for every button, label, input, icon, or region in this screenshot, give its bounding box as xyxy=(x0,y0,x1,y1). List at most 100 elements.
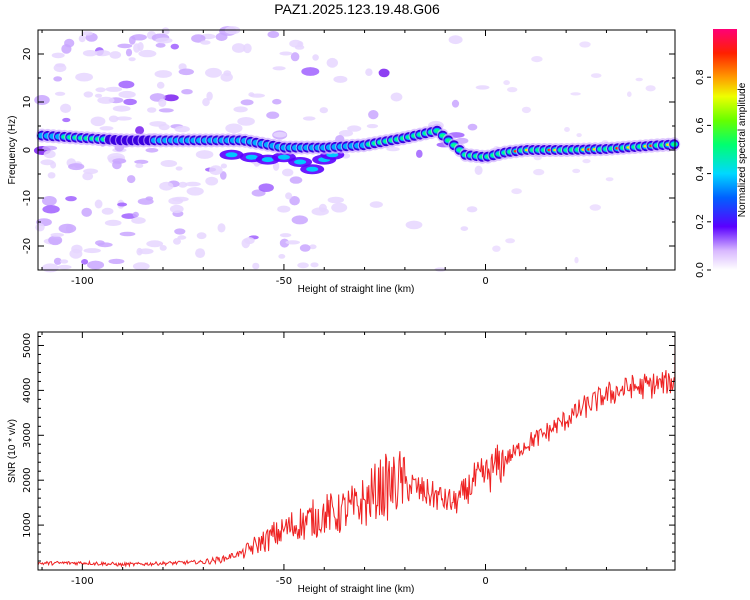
spectrogram-noise-blob xyxy=(301,67,320,76)
spectrogram-noise-blob xyxy=(131,217,146,224)
spectrogram-noise-blob xyxy=(163,94,179,102)
spectrogram-noise-blob xyxy=(574,256,579,264)
spectrogram-noise-blob xyxy=(249,93,265,98)
spectrogram-noise-blob xyxy=(475,85,490,90)
spectrogram-noise-blob xyxy=(83,248,101,254)
spectrogram-noise-blob xyxy=(333,75,348,83)
colorbar-tick-label: 0.6 xyxy=(695,117,706,133)
spectrogram-noise-blob xyxy=(240,99,254,106)
spectrogram-x-label: Height of straight line (km) xyxy=(298,284,415,295)
spectrogram-noise-blob xyxy=(42,196,57,206)
spectrogram-noise-blob xyxy=(627,91,632,97)
spectrogram-noise-blob xyxy=(378,68,390,78)
spectrogram-noise-blob xyxy=(115,116,132,121)
colorbar: 0.0 0.2 0.4 0.6 0.8 Normalized spectral ampl… xyxy=(695,29,748,278)
spectrogram-noise-blob xyxy=(309,244,317,250)
spectrogram-noise-blob xyxy=(202,98,210,107)
spectrogram-noise-blob xyxy=(278,254,286,259)
spectrogram-noise-blob xyxy=(196,232,207,240)
spectrogram-noise-blob xyxy=(467,123,478,131)
spectrogram-noise-blob xyxy=(104,219,122,226)
spectrogram-noise-blob xyxy=(156,81,165,89)
spectrogram-noise-blob xyxy=(572,168,581,174)
spectrogram-noise-blob xyxy=(289,196,300,206)
snr-frame xyxy=(37,331,676,571)
spectrogram-noise-blob xyxy=(503,80,510,86)
spectrogram-noise-blob xyxy=(302,116,316,121)
spectrogram-noise-blob xyxy=(416,149,423,158)
spectrogram-noise-blob xyxy=(160,160,178,167)
spectrogram-noise-blob xyxy=(589,204,601,211)
spectrogram-noise-blob xyxy=(291,215,308,225)
snr-x-label: Height of straight line (km) xyxy=(298,584,415,595)
spectrogram-branch-core xyxy=(306,166,319,172)
spectrogram-noise-blob xyxy=(118,90,136,99)
spectrogram-noise-blob xyxy=(195,248,206,258)
spectrogram-noise-blob xyxy=(138,49,157,58)
spectrogram-noise-blob xyxy=(149,121,167,127)
spectrogram-noise-blob xyxy=(54,91,66,96)
spectrogram-noise-blob xyxy=(134,159,149,164)
spectrogram-noise-blob xyxy=(87,260,105,270)
spectrogram-noise-blob xyxy=(159,181,174,191)
spectrogram-x-tick-label: -100 xyxy=(71,276,94,287)
spectrogram-noise-blob xyxy=(97,96,115,104)
snr-background xyxy=(38,332,675,570)
spectrogram-noise-blob xyxy=(220,72,233,82)
spectrogram-noise-blob xyxy=(460,226,469,232)
spectrogram-noise-blob xyxy=(82,50,98,57)
spectrogram-noise-blob xyxy=(310,262,319,268)
colorbar-tick-label: 0.8 xyxy=(695,69,706,85)
spectrogram-noise-blob xyxy=(95,240,105,246)
spectrogram-noise-blob xyxy=(582,159,591,164)
spectrogram-noise-blob xyxy=(205,176,219,186)
spectrogram-noise-blob xyxy=(272,66,286,71)
spectrogram-branch-core xyxy=(245,154,258,160)
spectrogram-noise-blob xyxy=(109,51,122,59)
spectrogram-noise-blob xyxy=(279,233,292,238)
spectrogram-noise-blob xyxy=(127,175,136,184)
spectrogram-noise-blob xyxy=(119,231,136,237)
spectrogram-noise-blob xyxy=(60,103,72,114)
spectrogram-noise-blob xyxy=(155,42,166,48)
spectrogram-noise-blob xyxy=(319,107,328,114)
spectrogram-noise-blob xyxy=(312,54,319,61)
snr-y-tick-label: 1000 xyxy=(22,512,33,537)
spectrogram-noise-blob xyxy=(177,235,187,240)
spectrogram-noise-blob xyxy=(82,172,94,181)
spectrogram-noise-blob xyxy=(267,31,280,38)
spectrogram-noise-blob xyxy=(41,263,59,273)
spectrogram-noise-blob xyxy=(118,80,135,89)
spectrogram-noise-blob xyxy=(209,165,223,176)
spectrogram-noise-blob xyxy=(225,123,243,134)
spectrogram-noise-blob xyxy=(533,168,545,176)
spectrogram-noise-blob xyxy=(237,117,255,126)
spectrogram-noise-blob xyxy=(123,98,137,106)
spectrogram-noise-blob xyxy=(99,126,114,131)
spectrogram-noise-blob xyxy=(521,106,532,114)
spectrogram-noise-blob xyxy=(285,240,301,245)
snr-series-line xyxy=(37,331,676,568)
spectrogram-noise-blob xyxy=(282,168,294,177)
spectrogram-noise-blob xyxy=(297,262,309,269)
spectrogram-noise-blob xyxy=(34,95,50,105)
spectrogram-noise-blob xyxy=(289,176,303,184)
spectrogram-noise-blob xyxy=(205,67,222,78)
snr-x-tick-label: -50 xyxy=(276,576,292,587)
spectrogram-noise-blob xyxy=(576,133,582,138)
spectrogram-noise-blob xyxy=(60,259,69,264)
spectrogram-noise-blob xyxy=(369,201,383,208)
spectrogram-noise-blob xyxy=(53,63,67,73)
spectrogram-noise-blob xyxy=(181,89,193,95)
spectrogram-noise-blob xyxy=(68,163,85,171)
spectrogram-noise-blob xyxy=(327,196,344,204)
spectrogram-noise-blob xyxy=(290,52,300,62)
spectrogram-noise-blob xyxy=(81,207,92,217)
spectrogram-noise-blob xyxy=(285,192,293,200)
spectrogram-noise-blob xyxy=(200,40,211,45)
spectrogram-noise-blob xyxy=(94,93,103,98)
spectrogram-noise-blob xyxy=(564,127,570,132)
spectrogram-ridge-core xyxy=(671,142,678,147)
spectrogram-noise-blob xyxy=(244,237,255,245)
